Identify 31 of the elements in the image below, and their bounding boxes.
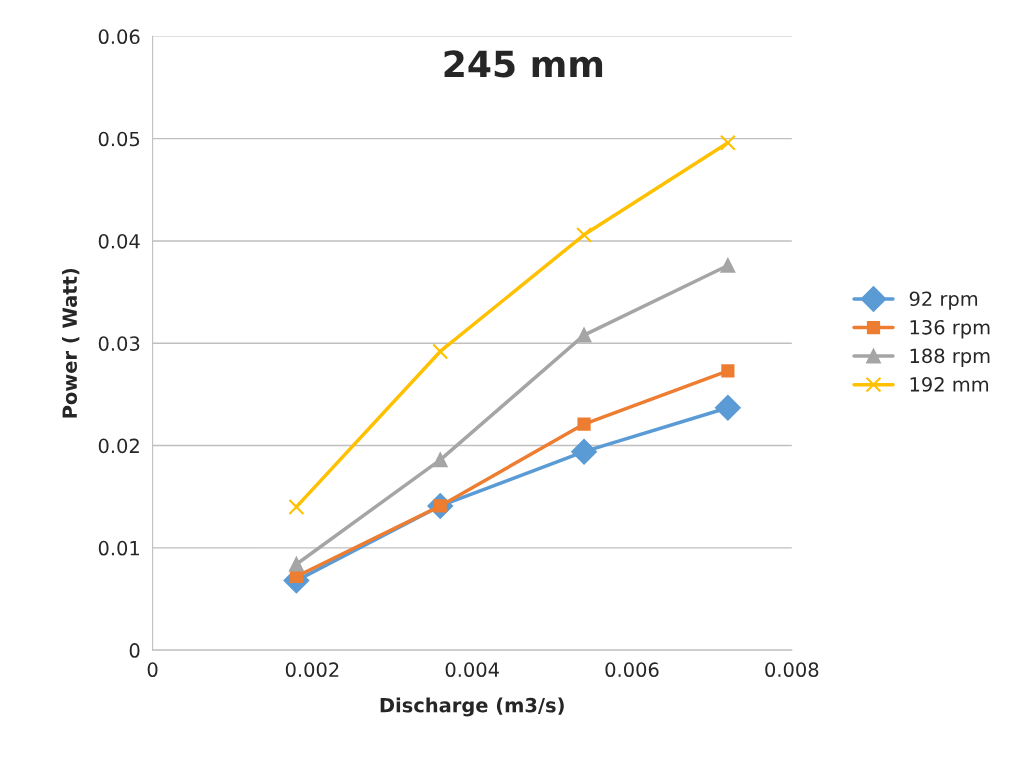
- x-tick-label: 0.004: [445, 662, 499, 678]
- chart-title: 245 mm: [444, 50, 603, 78]
- point: [719, 134, 736, 151]
- point: [288, 498, 305, 515]
- point: [720, 258, 736, 273]
- point: [571, 438, 597, 465]
- x-tick-label: 0.002: [285, 662, 339, 678]
- point: [576, 226, 593, 243]
- legend-label: 188 rpm: [910, 348, 990, 367]
- y-axis-title: Power ( Watt): [62, 268, 80, 418]
- y-tick-label: 0.06: [98, 29, 140, 45]
- x-axis-title: Discharge (m3/s): [380, 697, 564, 717]
- y-tick-label: 0.05: [98, 131, 140, 147]
- y-tick-label: 0.01: [98, 540, 139, 556]
- point: [289, 556, 304, 572]
- point: [576, 327, 592, 343]
- y-tick-label: 0.02: [98, 438, 139, 454]
- point: [721, 364, 735, 378]
- point: [432, 343, 449, 360]
- y-tick-label: 0: [129, 643, 140, 658]
- x-tick-label: 0.008: [765, 662, 819, 678]
- legend-label: 136 rpm: [910, 319, 990, 339]
- y-tick-label: 0.04: [98, 233, 140, 249]
- point: [432, 452, 448, 468]
- x-tick-label: 0: [147, 662, 158, 678]
- point: [715, 394, 741, 421]
- y-tick-label: 0.03: [98, 336, 140, 351]
- x-tick-label: 0.006: [605, 662, 659, 678]
- legend-label: 92 rpm: [909, 291, 978, 310]
- legend-label: 192 mm: [910, 377, 989, 392]
- point: [577, 417, 591, 431]
